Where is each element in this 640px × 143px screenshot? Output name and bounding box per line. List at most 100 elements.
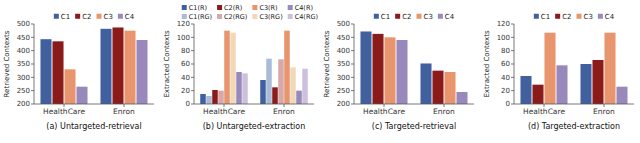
y-axis-label: Extracted Contexts — [163, 30, 171, 97]
panel: 200250300350400450500Retrieved ContextsH… — [323, 13, 474, 143]
bar — [616, 87, 627, 104]
bar — [302, 69, 308, 104]
y-tick — [351, 37, 354, 38]
y-tick — [511, 77, 514, 78]
title: (d) Targeted-extraction — [528, 122, 620, 131]
legend-label: C4 — [125, 13, 135, 21]
y-axis-label: Retrieved Contexts — [323, 30, 331, 97]
bar — [432, 71, 443, 104]
y-tick — [351, 104, 354, 105]
legend-label: C1 — [381, 13, 390, 21]
bar — [284, 31, 290, 104]
y-axis-label: Extracted Contexts — [483, 30, 491, 97]
y-tick — [191, 64, 194, 65]
legend-label: C3 — [584, 13, 593, 21]
y-tick-label: 0 — [506, 100, 510, 108]
bar — [52, 41, 63, 104]
bar — [444, 72, 455, 104]
bar — [40, 39, 51, 104]
legend-swatch — [75, 14, 80, 19]
legend: C1C2C3C4 — [534, 13, 615, 21]
y-tick — [511, 104, 514, 105]
y-tick-label: 250 — [17, 87, 30, 95]
y-tick — [511, 37, 514, 38]
legend-swatch — [252, 14, 257, 19]
y-tick-label: 120 — [497, 20, 510, 28]
legend: C1C2C3C4 — [374, 13, 455, 21]
y-tick — [511, 50, 514, 51]
y-tick — [351, 77, 354, 78]
y-tick-label: 60 — [181, 60, 190, 68]
bar — [242, 73, 248, 104]
y-tick-label: 100 — [497, 34, 510, 42]
legend-swatch — [417, 14, 422, 19]
bars — [360, 31, 467, 104]
legend-swatch — [182, 5, 187, 10]
title: (b) Untargeted-extraction — [203, 122, 306, 131]
legend-swatch — [555, 14, 560, 19]
y-tick — [31, 24, 34, 25]
y-tick-label: 450 — [337, 34, 350, 42]
y-tick-label: 20 — [501, 87, 510, 95]
x-axis-line — [34, 104, 154, 105]
bar — [360, 31, 371, 104]
bar — [580, 64, 591, 104]
bars — [520, 33, 627, 104]
y-tick — [351, 64, 354, 65]
y-tick — [511, 90, 514, 91]
legend-swatch — [534, 14, 539, 19]
legend-label: C3 — [424, 13, 433, 21]
y-tick-label: 100 — [177, 34, 190, 42]
bar — [290, 67, 296, 104]
legend-label: C1 — [541, 13, 550, 21]
bar — [236, 72, 242, 104]
x-tick-label: HealthCare — [203, 107, 245, 116]
bar — [112, 27, 123, 104]
y-tick — [191, 90, 194, 91]
legend-label: C3(R) — [259, 4, 277, 12]
bar — [592, 60, 603, 104]
bar — [520, 76, 531, 104]
y-axis-line — [514, 24, 515, 104]
y-tick-label: 400 — [337, 47, 350, 55]
bar — [206, 96, 212, 104]
y-tick-label: 350 — [17, 60, 30, 68]
legend-swatch — [118, 14, 123, 19]
legend: C1(R)C1(RG)C2(R)C2(RG)C3(R)C3(RG)C4(R)C4… — [182, 4, 318, 21]
legend-label: C2(R) — [224, 4, 242, 12]
legend-swatch — [182, 14, 187, 19]
y-tick-label: 0 — [186, 100, 190, 108]
y-tick — [191, 77, 194, 78]
y-axis-label: Retrieved Contexts — [3, 30, 11, 97]
y-tick-label: 40 — [501, 74, 510, 82]
legend-swatch — [577, 14, 582, 19]
bar — [230, 33, 236, 104]
bar — [224, 31, 230, 104]
bars — [40, 27, 147, 104]
legend-swatch — [252, 5, 257, 10]
legend-swatch — [217, 5, 222, 10]
bar — [544, 33, 555, 104]
y-tick-label: 200 — [17, 100, 30, 108]
bar — [200, 94, 206, 104]
y-tick-label: 80 — [501, 47, 510, 55]
y-tick — [511, 64, 514, 65]
y-tick — [191, 50, 194, 51]
figure: 200250300350400450500Retrieved ContextsH… — [0, 0, 640, 143]
title: (c) Targeted-retrieval — [372, 122, 456, 131]
y-tick — [351, 24, 354, 25]
bar — [278, 59, 284, 104]
bar — [384, 37, 395, 104]
y-tick-label: 40 — [181, 74, 190, 82]
legend-label: C2 — [82, 13, 91, 21]
x-tick-label: Enron — [433, 107, 455, 116]
bar — [64, 69, 75, 104]
bars — [200, 31, 308, 104]
bar — [136, 40, 147, 104]
y-tick — [31, 50, 34, 51]
y-tick — [351, 90, 354, 91]
bar — [296, 91, 302, 104]
legend-swatch — [374, 14, 379, 19]
y-tick — [31, 77, 34, 78]
y-tick — [351, 50, 354, 51]
